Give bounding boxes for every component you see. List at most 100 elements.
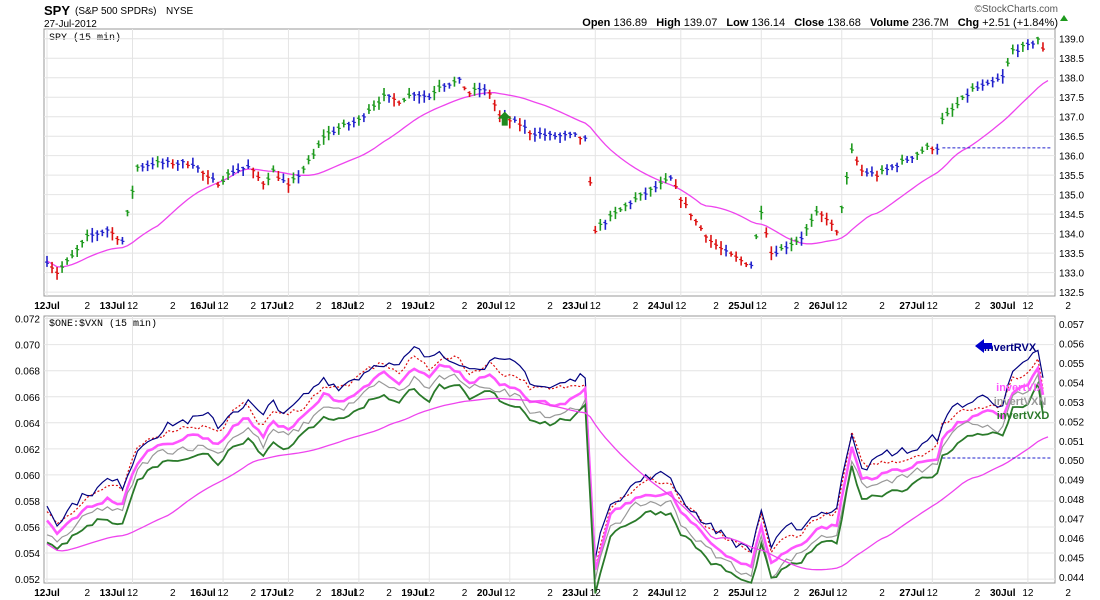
price-bar bbox=[558, 132, 563, 143]
price-bar bbox=[95, 230, 100, 242]
ratio-x-tick-label: 2 bbox=[462, 588, 468, 599]
price-bar bbox=[990, 76, 995, 88]
price-bar bbox=[824, 212, 829, 226]
price-bar bbox=[759, 205, 764, 220]
ratio-left-y-tick-label: 0.066 bbox=[15, 393, 40, 404]
ratio-x-tick-label: 2 bbox=[975, 588, 981, 599]
price-bar bbox=[693, 218, 698, 226]
price-bar bbox=[799, 231, 804, 246]
price-bar bbox=[724, 244, 729, 257]
ratio-x-tick-label: 18Jul bbox=[331, 588, 357, 599]
ratio-x-tick-label: 2 bbox=[250, 588, 256, 599]
price-bar bbox=[412, 91, 417, 101]
price-bar bbox=[80, 239, 85, 248]
ratio-x-tick-label: 19Jul bbox=[401, 588, 427, 599]
price-bar bbox=[492, 99, 497, 112]
price-bar bbox=[266, 172, 271, 186]
price-bar bbox=[668, 175, 673, 181]
price-bar bbox=[613, 206, 618, 220]
price-x-tick-label: 12 bbox=[756, 301, 768, 312]
price-bar bbox=[703, 234, 708, 243]
price-bar bbox=[779, 244, 784, 251]
price-y-tick-label: 136.0 bbox=[1059, 152, 1084, 163]
price-bar bbox=[397, 100, 402, 106]
price-bar bbox=[175, 160, 180, 171]
price-bar bbox=[789, 237, 794, 252]
legend-invertRVX: invertRVX bbox=[984, 342, 1037, 354]
ratio-left-y-tick-label: 0.058 bbox=[15, 497, 40, 508]
price-bar bbox=[698, 225, 703, 231]
legend-invertVXD: invertVXD bbox=[997, 410, 1050, 422]
ratio-moving-average-line bbox=[46, 397, 1049, 571]
price-x-tick-label: 12 bbox=[590, 301, 602, 312]
ticker-symbol: SPY bbox=[44, 3, 70, 18]
price-bar bbox=[804, 224, 809, 236]
price-y-tick-label: 135.0 bbox=[1059, 191, 1084, 202]
ratio-right-y-tick-label: 0.050 bbox=[1059, 456, 1084, 467]
up-arrow-icon bbox=[1060, 15, 1068, 21]
stockcharts-logo: ©StockCharts.com bbox=[974, 4, 1058, 15]
price-x-tick-label: 19Jul bbox=[401, 301, 427, 312]
price-bar bbox=[271, 165, 276, 173]
ratio-x-tick-label: 25Jul bbox=[728, 588, 754, 599]
price-bar bbox=[387, 94, 392, 103]
price-bar bbox=[739, 256, 744, 266]
price-bar bbox=[382, 87, 387, 102]
close-value: 138.68 bbox=[827, 17, 861, 29]
price-bar bbox=[311, 148, 316, 160]
price-bar bbox=[900, 154, 905, 165]
high-value: 139.07 bbox=[684, 17, 718, 29]
ratio-right-y-tick-label: 0.047 bbox=[1059, 515, 1084, 526]
price-bar bbox=[965, 88, 970, 103]
chg-label: Chg bbox=[958, 17, 979, 29]
ratio-x-tick-label: 12 bbox=[424, 588, 436, 599]
ratio-right-y-tick-label: 0.051 bbox=[1059, 437, 1084, 448]
price-bar bbox=[447, 82, 452, 89]
price-bar bbox=[65, 257, 70, 265]
price-grid bbox=[44, 29, 1055, 296]
price-y-tick-label: 134.5 bbox=[1059, 210, 1084, 221]
ratio-x-tick-label: 12 bbox=[283, 588, 295, 599]
price-bar bbox=[814, 205, 819, 216]
ratio-right-y-tick-label: 0.055 bbox=[1059, 359, 1084, 370]
price-bar bbox=[296, 170, 301, 184]
price-bar bbox=[85, 229, 90, 242]
ratio-x-tick-label: 12Jul bbox=[34, 588, 60, 599]
price-y-tick-label: 135.5 bbox=[1059, 171, 1084, 182]
price-bar bbox=[165, 157, 170, 168]
ratio-line-invertVXD bbox=[46, 380, 1044, 594]
ratio-x-tick-label: 13Jul bbox=[100, 588, 126, 599]
price-x-tick-label: 2 bbox=[250, 301, 256, 312]
price-bar bbox=[195, 165, 200, 173]
ratio-right-y-tick-label: 0.048 bbox=[1059, 495, 1084, 506]
price-bar bbox=[844, 171, 849, 185]
price-bar bbox=[462, 86, 467, 91]
price-bar bbox=[563, 130, 568, 141]
price-bar bbox=[864, 168, 869, 177]
price-bar bbox=[180, 159, 185, 169]
price-bar bbox=[210, 172, 215, 183]
price-bar bbox=[623, 202, 628, 212]
price-bar bbox=[537, 127, 542, 139]
price-x-tick-label: 16Jul bbox=[190, 301, 216, 312]
volume-value: 236.7M bbox=[912, 17, 949, 29]
ratio-x-tick-label: 23Jul bbox=[562, 588, 588, 599]
ratio-right-y-tick-label: 0.054 bbox=[1059, 378, 1084, 389]
price-bar bbox=[915, 151, 920, 160]
price-bar bbox=[241, 166, 246, 177]
price-bar bbox=[734, 251, 739, 262]
price-bar bbox=[784, 241, 789, 255]
ratio-left-y-tick-label: 0.062 bbox=[15, 445, 40, 456]
price-bar bbox=[251, 167, 256, 179]
ratio-right-y-tick-label: 0.049 bbox=[1059, 476, 1084, 487]
chg-value: +2.51 (+1.84%) bbox=[982, 17, 1058, 29]
price-x-tick-label: 12 bbox=[217, 301, 229, 312]
price-bar bbox=[628, 200, 633, 210]
ratio-line-invertRVX bbox=[46, 345, 1044, 560]
price-bar bbox=[321, 129, 326, 145]
price-x-tick-label: 12 bbox=[127, 301, 139, 312]
price-bar bbox=[769, 246, 774, 261]
price-bar bbox=[859, 164, 864, 177]
price-bar bbox=[205, 170, 210, 185]
